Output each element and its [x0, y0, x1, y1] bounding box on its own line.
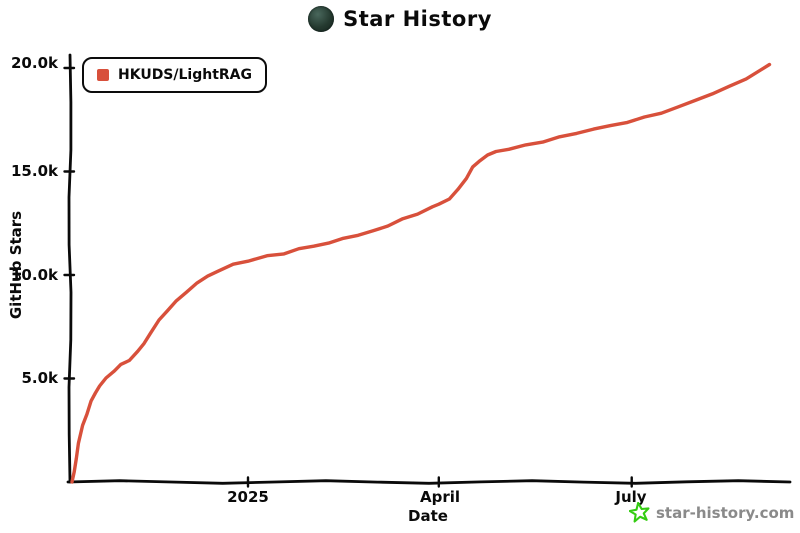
- x-tick-label-2025: 2025: [227, 488, 269, 506]
- x-axis-line: [66, 479, 792, 485]
- y-tick-label-10k: 10.0k: [11, 266, 58, 284]
- header: Star History: [0, 6, 800, 32]
- x-axis-title: Date: [408, 507, 448, 525]
- star-history-logo-icon: [308, 6, 335, 32]
- watermark-text: star-history.com: [656, 503, 795, 522]
- watermark-link[interactable]: star-history.com: [629, 502, 794, 523]
- page-title: Star History: [343, 7, 492, 31]
- y-tick-label-15k: 15.0k: [11, 162, 58, 180]
- y-tick-label-5k: 5.0k: [21, 369, 58, 387]
- legend-series-label: HKUDS/LightRAG: [118, 67, 253, 83]
- axis-tick-marks: [63, 66, 633, 488]
- x-tick-label-april: April: [419, 488, 461, 506]
- series-line-hkuds-lightrag[interactable]: [70, 62, 772, 484]
- y-axis-title: GitHub Stars: [7, 210, 25, 320]
- legend[interactable]: HKUDS/LightRAG: [82, 57, 268, 93]
- star-icon: [629, 502, 650, 523]
- y-axis-line: [67, 53, 73, 484]
- x-tick-label-july: July: [615, 488, 647, 506]
- legend-series-marker: [97, 69, 109, 81]
- y-tick-label-20k: 20.0k: [11, 54, 58, 72]
